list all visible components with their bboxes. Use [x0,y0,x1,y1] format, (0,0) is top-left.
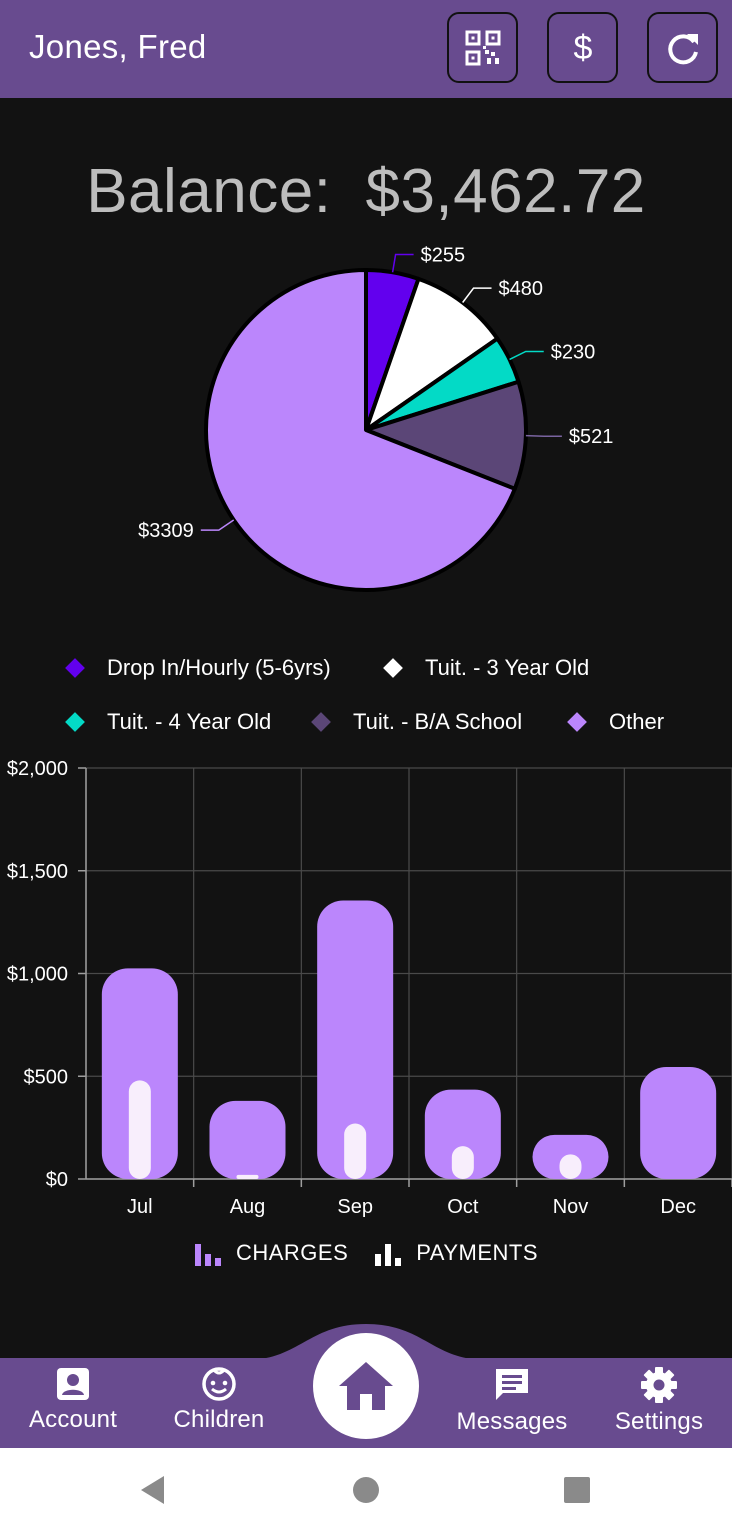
recents-icon [564,1477,590,1503]
nav-settings-label: Settings [614,1408,704,1435]
x-tick-label: Sep [337,1196,373,1218]
legend-item-other: Other [566,709,664,735]
legend-label: Drop In/Hourly (5-6yrs) [107,655,331,680]
bar-payments-nov[interactable] [559,1154,582,1179]
bar-charges-jul[interactable] [101,968,178,1179]
balance-display: Balance: $3,462.72 [0,156,732,227]
pie-leader-line [391,253,414,273]
y-tick-label: $2,000 [7,760,68,780]
qr-code-button[interactable] [447,12,518,83]
nav-messages-label: Messages [456,1408,568,1435]
legend-label: Tuit. - 4 Year Old [107,709,272,734]
legend-item-before-after-school: Tuit. - B/A School [310,709,522,735]
x-tick-label: Nov [553,1196,589,1218]
y-tick-label: $0 [46,1169,68,1191]
bar-chart-icon [194,1244,221,1266]
x-tick-label: Aug [230,1196,266,1218]
x-tick-label: Oct [447,1196,479,1218]
legend-charges-label: CHARGES [235,1240,349,1265]
legend-label: Tuit. - 3 Year Old [425,655,590,680]
gear-icon [641,1367,677,1403]
refresh-icon [667,33,698,64]
payment-button[interactable]: $ [547,12,618,83]
app-header: Jones, Fred $ [0,0,732,98]
y-tick-label: $500 [24,1066,69,1088]
message-icon [496,1369,528,1400]
bar-legend: CHARGES PAYMENTS [0,1240,732,1266]
bar-charges-oct[interactable] [424,1089,501,1179]
account-icon [57,1368,89,1400]
nav-home-button[interactable] [313,1333,419,1439]
bar-payments-jul[interactable] [128,1080,151,1179]
refresh-button[interactable] [647,12,718,83]
bar-payments-oct[interactable] [451,1146,474,1179]
pie-leader-line [462,287,492,303]
pie-slice-label: $255 [421,244,466,266]
legend-payments: PAYMENTS [374,1240,538,1266]
pie-leader-line [200,519,235,531]
system-back-button[interactable] [128,1468,178,1512]
legend-label: Other [609,709,665,734]
legend-item-tuition-3: Tuit. - 3 Year Old [382,655,589,681]
svg-text:$: $ [573,29,592,67]
bar-charges-sep[interactable] [317,900,394,1179]
pie-leader-line [509,350,544,361]
pie-slice-2[interactable] [364,276,500,432]
y-tick-label: $1,500 [7,861,68,883]
nav-settings[interactable]: Settings [586,1366,732,1436]
balance-label: Balance: [86,157,332,226]
system-recents-button[interactable] [552,1468,602,1512]
home-icon [339,1362,393,1410]
dollar-icon: $ [573,29,592,67]
child-face-icon [202,1367,236,1401]
bar-charges-dec[interactable] [640,1067,717,1179]
legend-charges: CHARGES [194,1240,348,1266]
pie-slice-label: $3309 [138,520,194,542]
bar-chart-icon [375,1244,402,1266]
pie-slice-label: $230 [551,341,596,363]
legend-label: Tuit. - B/A School [353,709,523,734]
charges-pie-chart: $255 $480 $230 $521 $3309 [138,244,614,592]
system-home-button[interactable] [341,1468,391,1512]
legend-item-drop-in: Drop In/Hourly (5-6yrs) [64,655,331,681]
legend-diamond-icon [567,712,587,732]
legend-item-tuition-4: Tuit. - 4 Year Old [64,709,271,735]
x-tick-label: Jul [127,1196,153,1218]
nav-children-label: Children [173,1406,265,1433]
pie-leader-line [525,434,562,437]
pie-slice-label: $480 [499,278,543,300]
back-icon [141,1476,164,1504]
qr-code-icon [465,30,500,65]
monthly-bar-chart: $0 $500 $1,000 $1,500 $2,000 Jul Aug Sep Oct Nov D… [7,760,732,1218]
nav-account[interactable]: Account [0,1366,146,1434]
balance-amount: $3,462.72 [365,157,646,226]
x-tick-label: Dec [660,1196,696,1218]
y-tick-label: $1,000 [7,964,68,986]
page-title: Jones, Fred [29,28,207,65]
bar-payments-aug[interactable] [236,1174,259,1179]
legend-diamond-icon [311,712,331,732]
nav-children[interactable]: Children [146,1366,292,1434]
bar-charges-aug[interactable] [209,1100,286,1179]
home-circle-icon [353,1477,379,1503]
legend-payments-label: PAYMENTS [416,1240,539,1265]
legend-diamond-icon [65,658,85,678]
legend-diamond-icon [65,712,85,732]
nav-messages[interactable]: Messages [439,1366,585,1436]
bar-payments-sep[interactable] [344,1123,367,1179]
pie-slice-label: $521 [569,426,614,448]
pie-slice-4[interactable] [364,379,528,491]
legend-diamond-icon [383,658,403,678]
nav-account-label: Account [28,1406,118,1433]
